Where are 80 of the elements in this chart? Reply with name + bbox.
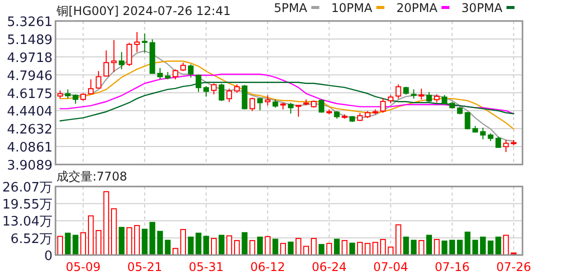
y-tick-label: 13.04万 bbox=[2, 214, 52, 230]
x-tick-label: 07-16 bbox=[434, 260, 470, 274]
x-tick-label: 05-31 bbox=[188, 260, 224, 274]
bar bbox=[349, 242, 356, 256]
bar bbox=[442, 240, 448, 256]
bar bbox=[188, 236, 194, 256]
bar bbox=[96, 230, 102, 256]
candlestick bbox=[288, 102, 294, 114]
legend-label: 5PMA bbox=[274, 1, 308, 15]
x-tick-label: 05-09 bbox=[66, 260, 101, 274]
y-tick-label: 4.9718 bbox=[7, 50, 52, 66]
y-tick-label: 3.9089 bbox=[7, 158, 52, 174]
bar bbox=[342, 240, 348, 256]
line-series bbox=[60, 60, 514, 130]
candlestick bbox=[157, 67, 163, 80]
bar bbox=[64, 232, 71, 256]
y-tick-label: 0 bbox=[44, 249, 52, 264]
bar bbox=[142, 228, 148, 256]
bar bbox=[418, 240, 424, 256]
legend-label: 10PMA bbox=[331, 1, 374, 15]
y-tick-label: 5.1489 bbox=[7, 32, 52, 48]
x-tick-label: 07-26 bbox=[496, 260, 532, 274]
chart-title: 成交量:7708 bbox=[56, 170, 128, 184]
bar bbox=[380, 239, 386, 256]
y-tick-label: 19.55万 bbox=[2, 198, 52, 213]
bar bbox=[210, 238, 217, 256]
bar bbox=[310, 238, 317, 256]
bar bbox=[80, 232, 86, 256]
x-tick-label: 06-12 bbox=[250, 260, 286, 274]
bar bbox=[88, 215, 94, 256]
candlestick bbox=[142, 33, 148, 54]
y-tick-label: 4.2632 bbox=[7, 122, 52, 138]
bar bbox=[403, 236, 409, 256]
bar bbox=[203, 236, 210, 256]
bar bbox=[126, 227, 132, 256]
y-tick-label: 4.6175 bbox=[7, 86, 52, 102]
y-tick-label: 26.07万 bbox=[2, 180, 52, 196]
chart-title: 铜[HG00Y] 2024-07-26 12:41 bbox=[56, 4, 231, 18]
bar bbox=[118, 226, 124, 256]
bar bbox=[72, 234, 78, 256]
bar bbox=[57, 236, 63, 256]
bar bbox=[264, 236, 271, 256]
bar bbox=[280, 242, 286, 256]
legend-label: 30PMA bbox=[461, 1, 504, 15]
bar bbox=[495, 236, 502, 256]
bar bbox=[434, 239, 440, 256]
bar bbox=[288, 242, 294, 256]
x-tick-label: 06-24 bbox=[312, 260, 347, 274]
bar bbox=[196, 232, 202, 256]
bar bbox=[103, 191, 110, 256]
candlestick bbox=[503, 139, 509, 153]
bar bbox=[249, 240, 256, 256]
bar bbox=[426, 234, 432, 256]
y-tick-label: 4.7946 bbox=[7, 68, 52, 84]
bar bbox=[157, 230, 163, 256]
legend-label: 20PMA bbox=[396, 1, 438, 15]
candlestick bbox=[118, 51, 124, 70]
candlestick bbox=[111, 40, 117, 73]
bar bbox=[464, 232, 470, 256]
bar bbox=[257, 236, 263, 256]
candlestick bbox=[88, 78, 94, 94]
bar bbox=[334, 238, 340, 256]
x-tick-label: 05-21 bbox=[127, 260, 162, 274]
bar bbox=[134, 225, 140, 256]
x-tick-label: 07-04 bbox=[373, 260, 408, 274]
bar bbox=[226, 235, 232, 256]
y-tick-label: 4.0861 bbox=[7, 140, 52, 156]
bar bbox=[111, 208, 117, 256]
bar bbox=[318, 244, 324, 256]
bar bbox=[218, 234, 224, 256]
y-tick-label: 4.4404 bbox=[7, 104, 52, 120]
candlestick bbox=[134, 32, 140, 52]
bar bbox=[272, 238, 278, 256]
y-tick-label: 5.3261 bbox=[7, 15, 52, 30]
y-tick-label: 6.52万 bbox=[10, 232, 52, 247]
bar bbox=[395, 224, 402, 256]
bar bbox=[234, 240, 240, 256]
bar bbox=[149, 222, 156, 256]
bar bbox=[503, 234, 509, 256]
bar bbox=[242, 232, 248, 256]
